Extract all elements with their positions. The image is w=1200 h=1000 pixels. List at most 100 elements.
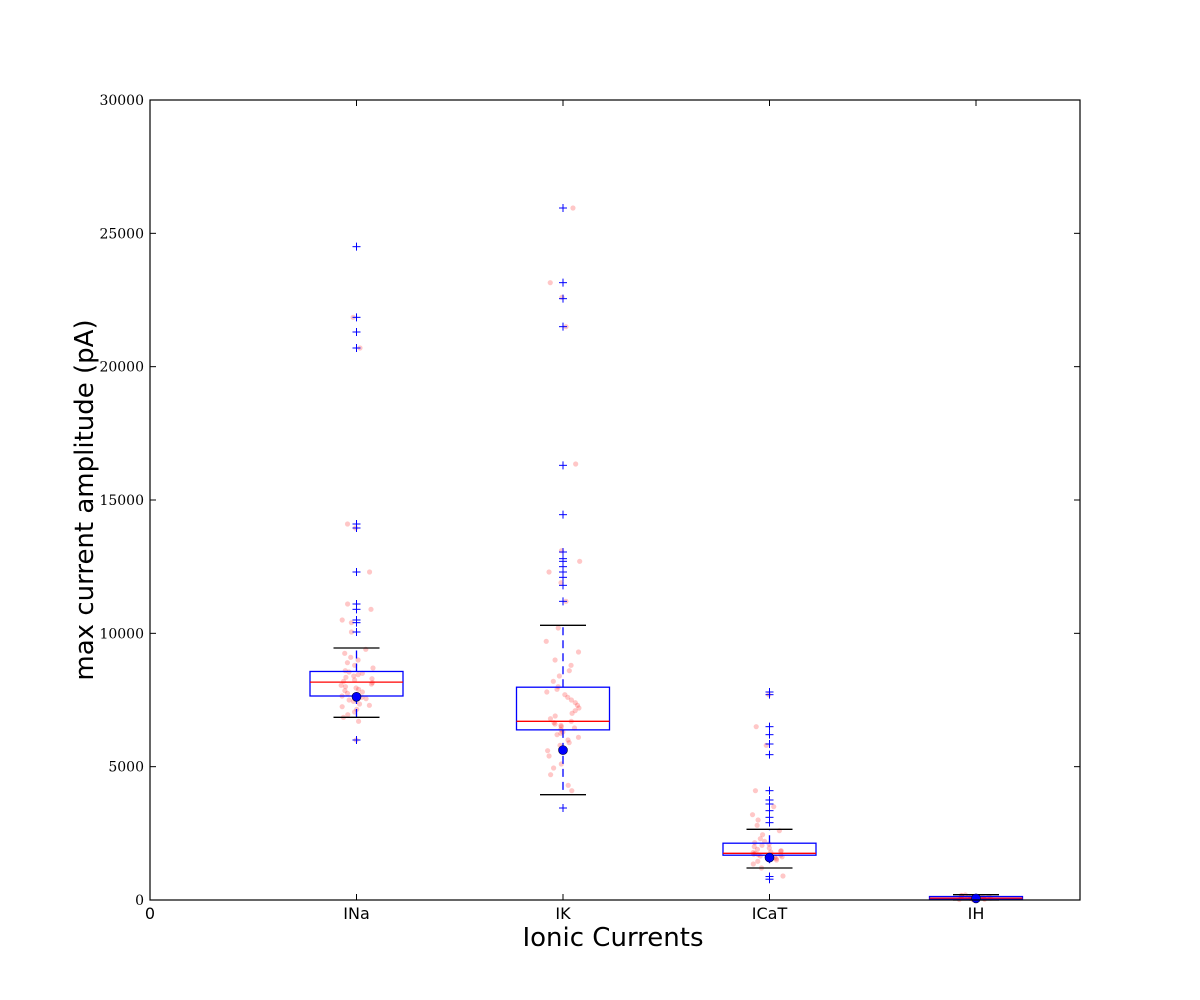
data-point <box>554 686 560 692</box>
data-point <box>356 701 363 707</box>
data-point <box>562 692 568 698</box>
data-point <box>344 521 351 527</box>
data-point <box>754 822 760 828</box>
data-point <box>752 788 759 794</box>
data-point <box>359 689 365 695</box>
y-tick-label: 10000 <box>99 626 144 642</box>
data-point <box>759 842 765 848</box>
data-point <box>355 672 361 678</box>
data-point <box>576 705 582 711</box>
data-point <box>577 558 583 564</box>
mean-marker <box>558 745 568 755</box>
data-point <box>546 753 552 759</box>
data-point <box>568 662 574 668</box>
mean-marker <box>971 893 981 904</box>
data-point <box>569 788 575 794</box>
data-point <box>771 804 777 810</box>
data-point <box>572 700 578 706</box>
data-point <box>552 721 558 727</box>
y-tick-label: 20000 <box>99 360 144 376</box>
y-tick-label: 15000 <box>99 493 144 509</box>
data-point <box>568 697 575 703</box>
data-point <box>565 737 571 743</box>
data-point <box>773 856 779 862</box>
data-point <box>754 846 761 852</box>
data-point <box>569 710 575 716</box>
data-point <box>342 688 348 694</box>
data-point <box>370 665 376 671</box>
data-point <box>565 694 571 700</box>
data-point <box>753 724 759 730</box>
data-point <box>545 748 551 754</box>
data-point <box>342 684 349 690</box>
y-tick-label: 0 <box>135 893 144 909</box>
box-layer <box>309 204 1024 904</box>
data-point <box>570 205 576 211</box>
data-point <box>547 716 554 722</box>
data-point <box>348 654 354 660</box>
data-point <box>566 668 572 674</box>
data-point <box>778 848 784 854</box>
mean-marker <box>351 691 362 702</box>
data-point <box>369 676 375 682</box>
data-point <box>355 718 362 724</box>
x-tick-label: IH <box>968 904 985 923</box>
data-point <box>766 845 772 851</box>
data-point <box>551 765 557 771</box>
data-point <box>351 673 357 679</box>
x-tick-label: IK <box>555 904 571 923</box>
data-point <box>566 740 572 746</box>
data-point <box>546 569 552 575</box>
data-point <box>344 690 351 696</box>
data-point <box>547 280 553 286</box>
data-point <box>780 873 786 879</box>
box-iqr <box>515 686 611 731</box>
data-point <box>355 686 362 692</box>
data-point <box>342 650 348 656</box>
data-point <box>348 620 355 626</box>
y-tick-label: 25000 <box>99 226 144 242</box>
data-point <box>552 657 558 663</box>
data-point <box>345 601 351 607</box>
data-point <box>344 660 351 666</box>
data-point <box>353 685 359 691</box>
data-point <box>339 704 345 710</box>
plot-frame <box>149 99 1081 901</box>
data-point <box>759 832 766 838</box>
mean-marker <box>764 852 775 863</box>
data-point <box>778 848 784 854</box>
data-point <box>366 569 373 575</box>
data-point <box>342 668 348 674</box>
data-point <box>552 713 558 719</box>
data-point <box>575 649 582 655</box>
data-point <box>548 772 554 778</box>
data-point <box>573 461 579 467</box>
data-point <box>555 625 561 631</box>
data-point <box>345 712 351 718</box>
data-point <box>565 782 571 788</box>
data-point <box>544 689 550 695</box>
tick-layer: 0 5000 10000 15000 20000 25000 30000 0 INa IK ICaT… <box>99 93 1080 923</box>
data-point <box>352 677 358 683</box>
data-point <box>554 732 560 738</box>
x-axis-label: Ionic Currents <box>522 923 703 953</box>
x-tick-label: ICaT <box>752 904 788 923</box>
data-point <box>574 702 581 708</box>
jitter-points-layer <box>338 205 994 903</box>
data-point <box>543 638 549 644</box>
data-point <box>366 702 372 708</box>
data-point <box>348 629 355 635</box>
data-point <box>558 722 564 728</box>
data-point <box>755 817 761 823</box>
y-tick-label: 5000 <box>108 760 144 776</box>
data-point <box>773 857 780 863</box>
data-point <box>751 844 757 850</box>
data-point <box>558 580 564 586</box>
data-point <box>363 696 369 702</box>
data-point <box>558 730 564 736</box>
data-point <box>757 836 763 842</box>
y-axis-label: max current amplitude (pA) <box>70 319 100 680</box>
data-point <box>355 657 361 663</box>
